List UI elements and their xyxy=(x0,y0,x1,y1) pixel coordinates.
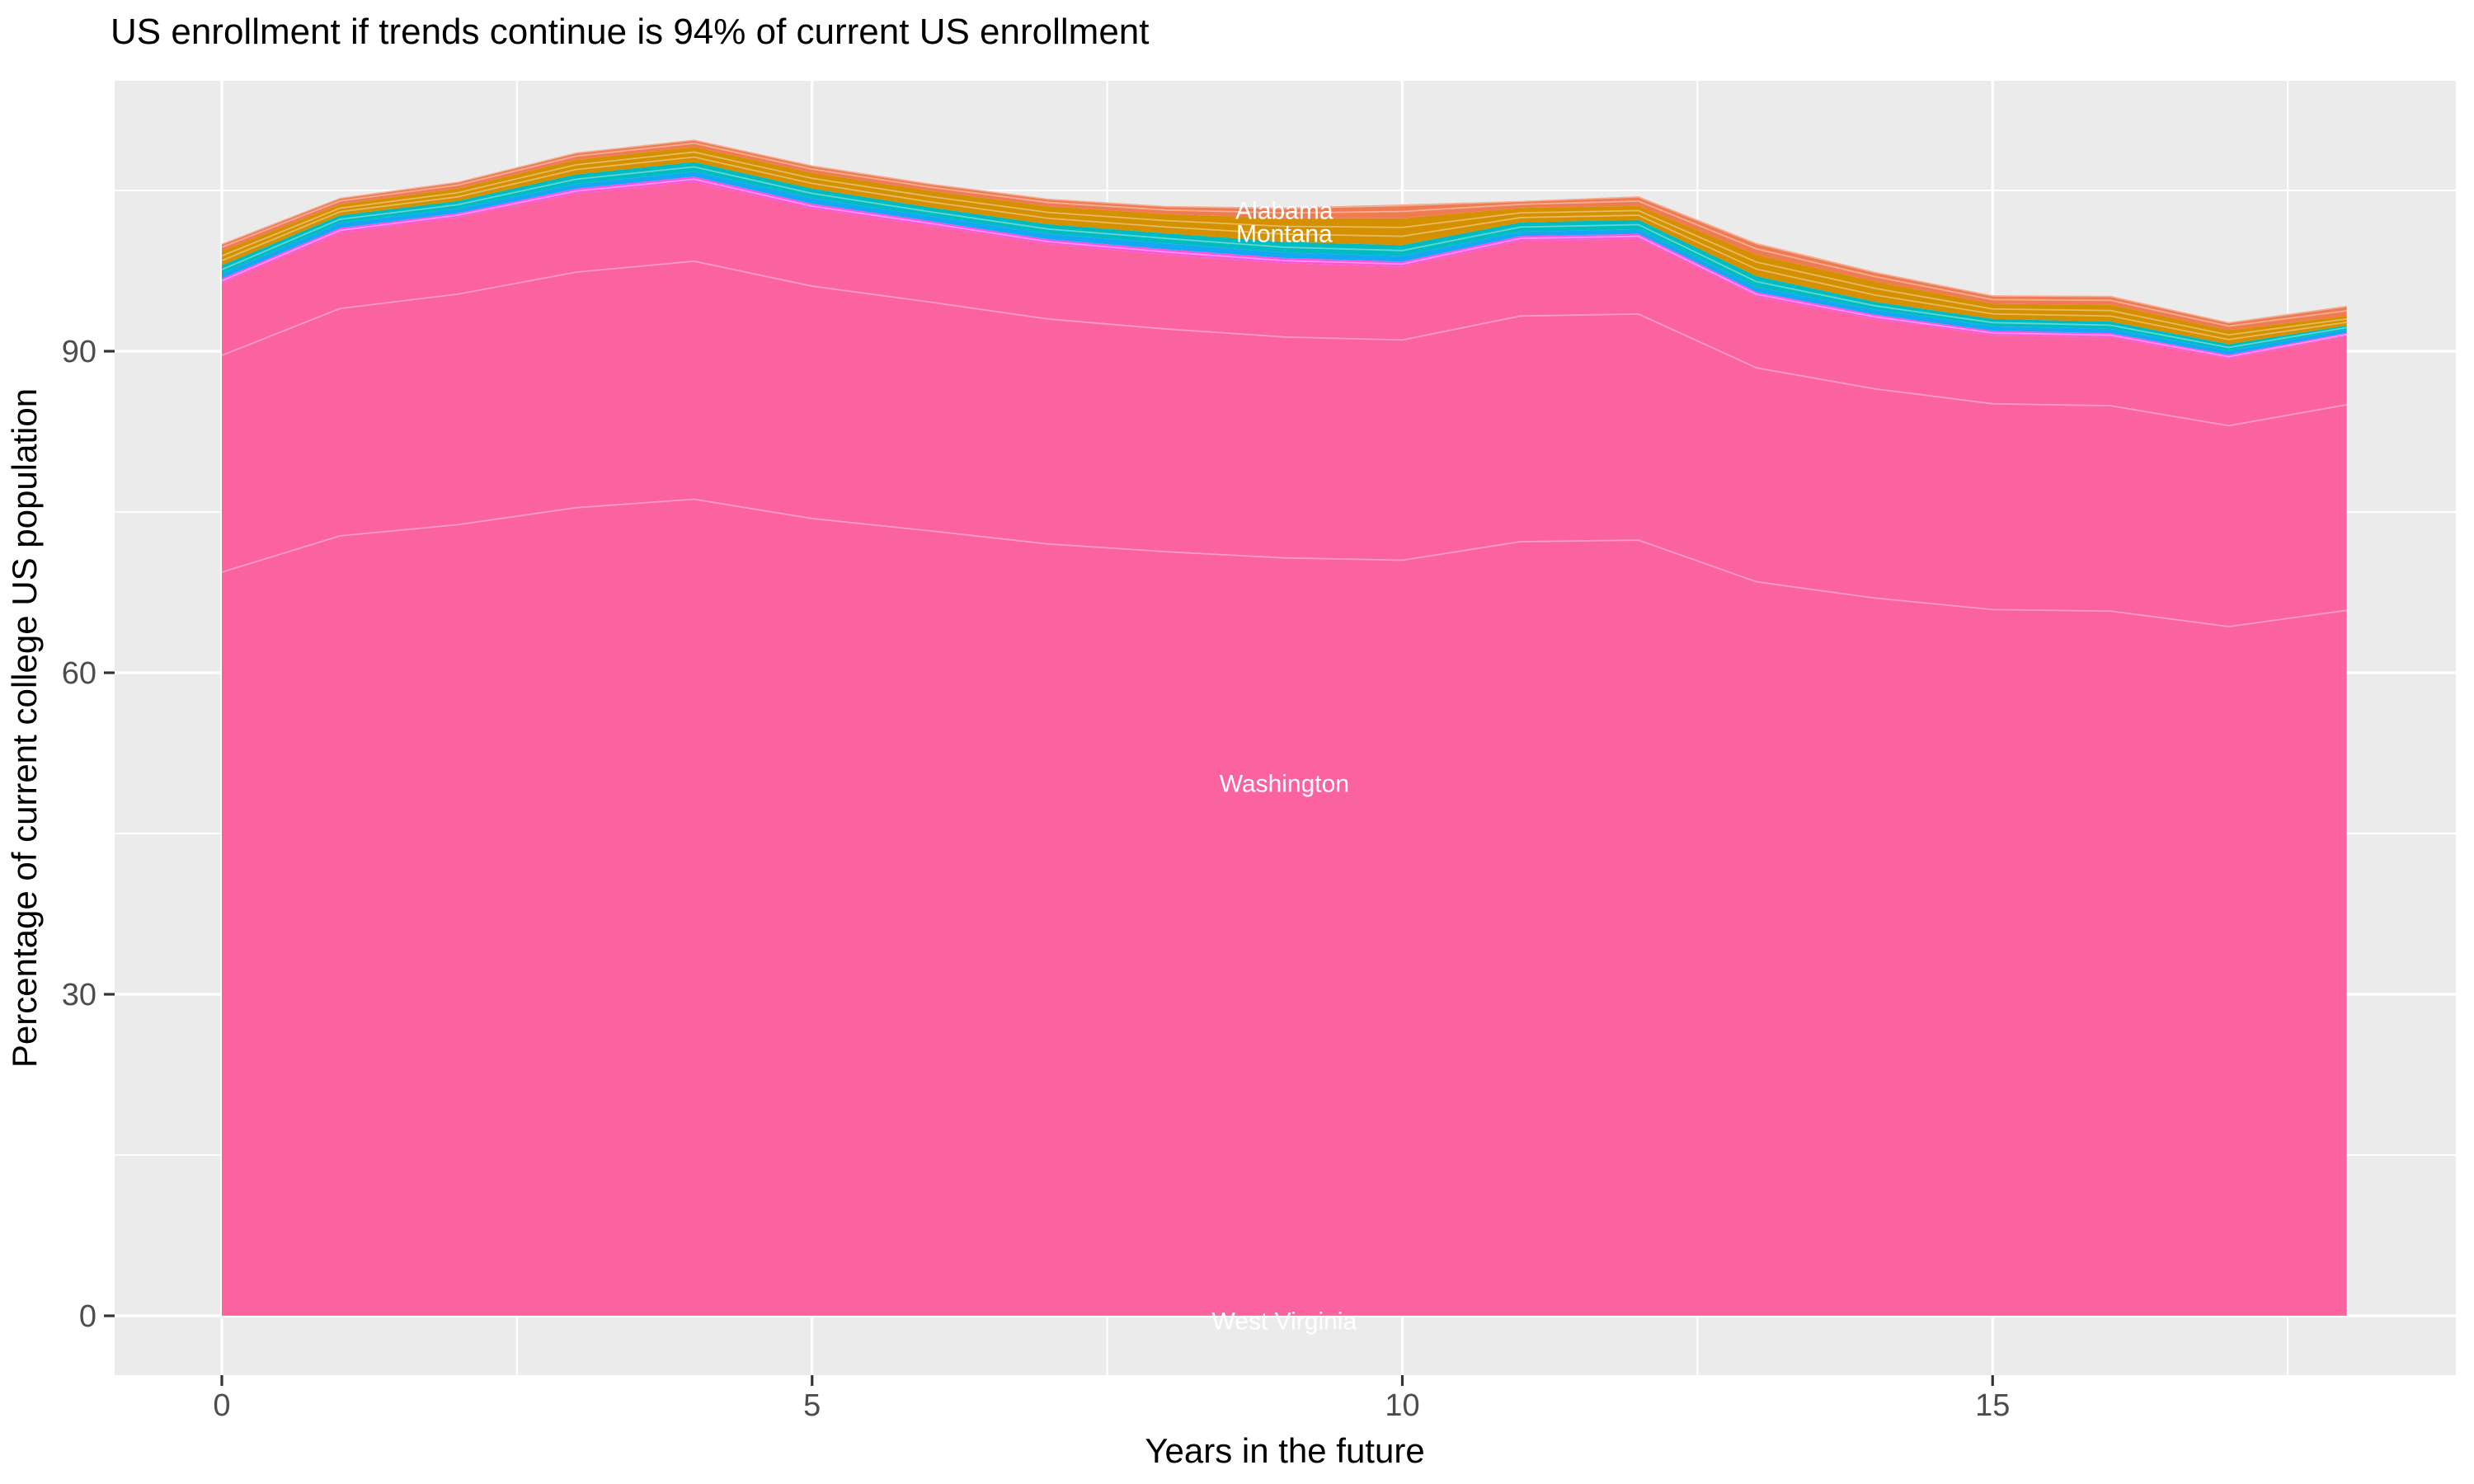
hairline xyxy=(221,166,2347,349)
hairline xyxy=(221,156,2347,340)
x-tick-label: 5 xyxy=(803,1388,821,1423)
y-tick-label: 30 xyxy=(62,978,96,1012)
area-label-washington: Washington xyxy=(1220,770,1349,797)
x-tick-label: 0 xyxy=(213,1388,230,1423)
hairline xyxy=(221,178,2347,358)
x-tick-label: 10 xyxy=(1385,1388,1419,1423)
series-magenta-band xyxy=(222,176,2347,359)
y-tick-label: 60 xyxy=(62,656,96,691)
y-tick-label: 0 xyxy=(79,1299,96,1334)
x-tick-label: 15 xyxy=(1975,1388,2010,1423)
area-label-montana: Montana xyxy=(1236,221,1333,248)
series-teal-band xyxy=(222,162,2347,351)
series-washington-band xyxy=(222,181,2347,1316)
hairline xyxy=(221,498,2347,627)
series-blue-band xyxy=(222,171,2347,355)
series-gold-band xyxy=(222,147,2347,345)
plot-title: US enrollment if trends continue is 94% … xyxy=(111,12,1150,52)
y-tick-label: 90 xyxy=(62,335,96,369)
area-label-west-virginia: West Virginia xyxy=(1212,1308,1357,1335)
area-label-alabama: Alabama xyxy=(1235,198,1333,225)
hairline xyxy=(221,260,2347,427)
hairline xyxy=(221,142,2347,327)
x-axis-title: Years in the future xyxy=(1145,1431,1425,1470)
y-axis-title: Percentage of current college US populat… xyxy=(5,387,44,1068)
hairline xyxy=(221,139,2347,324)
series-west-virginia-band xyxy=(222,1315,2347,1316)
hairline xyxy=(221,151,2347,336)
